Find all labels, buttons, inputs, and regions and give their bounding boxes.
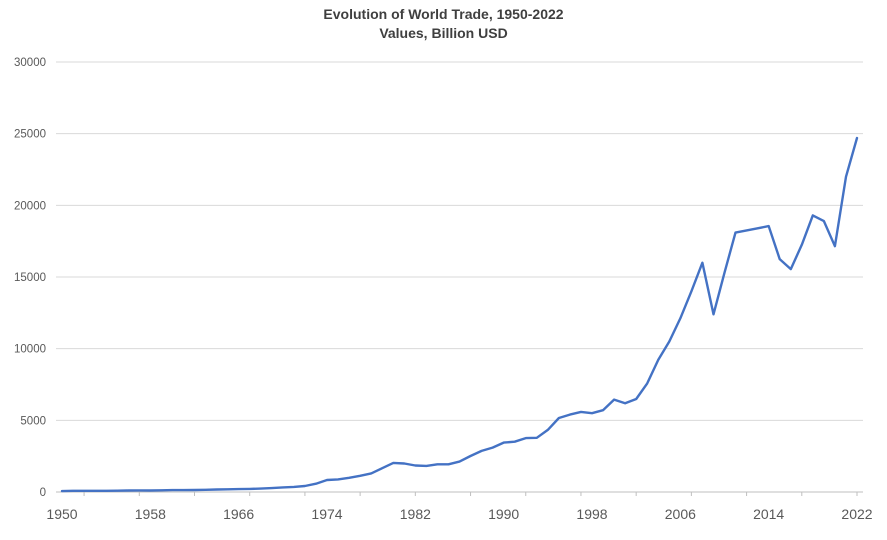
chart-subtitle: Values, Billion USD (379, 25, 508, 41)
x-axis-tick-label: 1950 (46, 506, 77, 522)
x-axis-tick-label: 1958 (135, 506, 166, 522)
y-axis-tick-label: 5000 (20, 415, 46, 427)
y-axis-tick-label: 15000 (14, 272, 46, 284)
x-axis-tick-label: 2014 (753, 506, 784, 522)
x-axis-tick-label: 1966 (223, 506, 254, 522)
trade-value-line-series (60, 136, 859, 493)
chart-title-block: Evolution of World Trade, 1950-2022 Valu… (0, 5, 887, 43)
y-axis-tick-label: 0 (40, 487, 46, 499)
y-axis-tick-label: 20000 (14, 200, 46, 212)
y-axis-tick-label: 30000 (14, 57, 46, 69)
x-axis-tick-label: 1982 (400, 506, 431, 522)
y-axis-tick-label: 10000 (14, 344, 46, 356)
x-axis-tick-label: 2006 (665, 506, 696, 522)
chart-title: Evolution of World Trade, 1950-2022 (323, 6, 564, 22)
x-axis-tick-label: 2022 (841, 506, 872, 522)
x-axis-tick-label: 1974 (311, 506, 342, 522)
x-axis-tick-label: 1998 (576, 506, 607, 522)
x-axis-tick-label: 1990 (488, 506, 519, 522)
y-axis-tick-label: 25000 (14, 129, 46, 141)
